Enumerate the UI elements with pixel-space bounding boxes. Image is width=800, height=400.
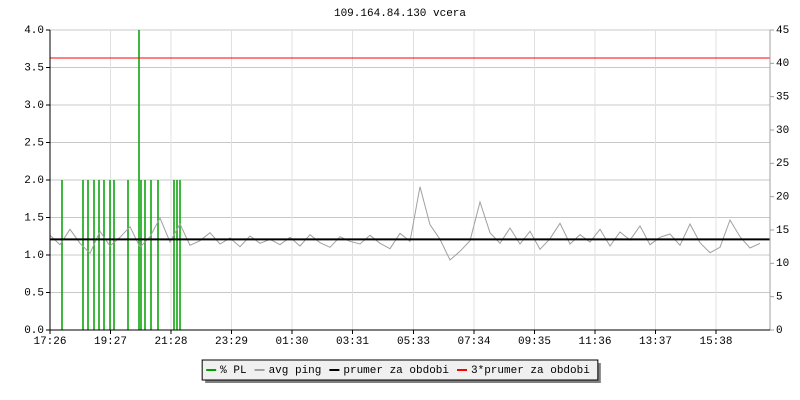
x-tick-label: 23:29: [215, 336, 248, 348]
y2-tick-label: 45: [776, 25, 789, 37]
legend-label: avg ping: [269, 365, 322, 377]
y2-tick-label: 20: [776, 192, 789, 204]
x-tick-label: 17:26: [33, 336, 66, 348]
ping-line: [49, 186, 761, 261]
x-tick-label: 07:34: [457, 336, 490, 348]
x-tick-label: 11:36: [578, 336, 611, 348]
x-tick-label: 19:27: [94, 336, 127, 348]
y2-tick-label: 0: [776, 325, 783, 337]
x-tick-label: 05:33: [397, 336, 430, 348]
y-tick-label: 0.5: [24, 287, 44, 299]
y-tick-label: 4.0: [24, 25, 44, 37]
y-tick-label: 1.0: [24, 250, 44, 262]
x-tick-label: 09:35: [518, 336, 551, 348]
x-tick-label: 13:37: [639, 336, 672, 348]
y2-tick-label: 10: [776, 258, 789, 270]
y-tick-label: 2.0: [24, 175, 44, 187]
y-tick-label: 0.0: [24, 325, 44, 337]
x-tick-label: 21:28: [154, 336, 187, 348]
y2-tick-label: 25: [776, 158, 789, 170]
legend: % PL avg ping prumer za obdobi 3*prumer za …: [201, 359, 601, 383]
y-tick-label: 2.5: [24, 137, 44, 149]
legend-label: 3*prumer za obdobi: [471, 365, 590, 377]
y2-tick-label: 5: [776, 292, 783, 304]
legend-label: % PL: [220, 365, 246, 377]
x-tick-label: 01:30: [275, 336, 308, 348]
y-tick-label: 3.0: [24, 100, 44, 112]
x-tick-label: 03:31: [336, 336, 369, 348]
y-tick-label: 3.5: [24, 62, 44, 74]
legend-box: [201, 359, 599, 381]
chart-title: 109.164.84.130 vcera: [334, 8, 466, 20]
y2-tick-label: 30: [776, 125, 789, 137]
legend-label: prumer za obdobi: [343, 365, 449, 377]
y2-tick-label: 40: [776, 58, 789, 70]
y-tick-label: 1.5: [24, 212, 44, 224]
y2-tick-label: 35: [776, 92, 789, 104]
y2-tick-label: 15: [776, 225, 789, 237]
x-tick-label: 15:38: [699, 336, 732, 348]
